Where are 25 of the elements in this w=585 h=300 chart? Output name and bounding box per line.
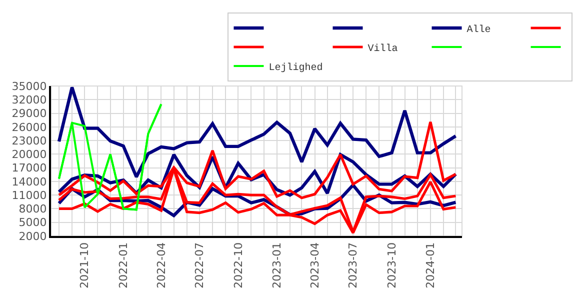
y-tick-label: 26000 — [12, 120, 47, 134]
y-tick-label: 5000 — [18, 216, 47, 230]
x-tick-label: 2023-01 — [270, 242, 284, 288]
legend-label: Alle — [466, 24, 491, 36]
x-tick-label: 2023-07 — [346, 242, 360, 288]
y-tick-label: 35000 — [12, 80, 47, 93]
y-tick-label: 20000 — [12, 148, 47, 162]
y-tick-label: 32000 — [12, 93, 47, 106]
x-tick-label: 2022-10 — [232, 242, 245, 288]
x-tick-label: 2024-01 — [424, 242, 438, 288]
x-tick-label: 2023-10 — [385, 242, 398, 288]
x-tick-label: 2022-07 — [193, 242, 206, 288]
x-tick-label: 2022-01 — [116, 242, 130, 288]
y-tick-label: 14000 — [12, 175, 47, 188]
y-tick-label: 11000 — [12, 188, 47, 202]
x-tick-label: 2021-10 — [78, 242, 92, 288]
x-tick-label: 2023-04 — [308, 242, 322, 288]
y-tick-label: 29000 — [12, 107, 47, 120]
y-tick-label: 23000 — [12, 134, 47, 148]
y-tick-label: 8000 — [18, 202, 47, 216]
legend-label: Lejlighed — [268, 62, 323, 74]
y-tick-label: 17000 — [12, 162, 47, 175]
legend-label: Villa — [368, 42, 398, 55]
y-tick-label: 2000 — [18, 230, 47, 243]
x-tick-label: 2022-04 — [154, 242, 168, 288]
